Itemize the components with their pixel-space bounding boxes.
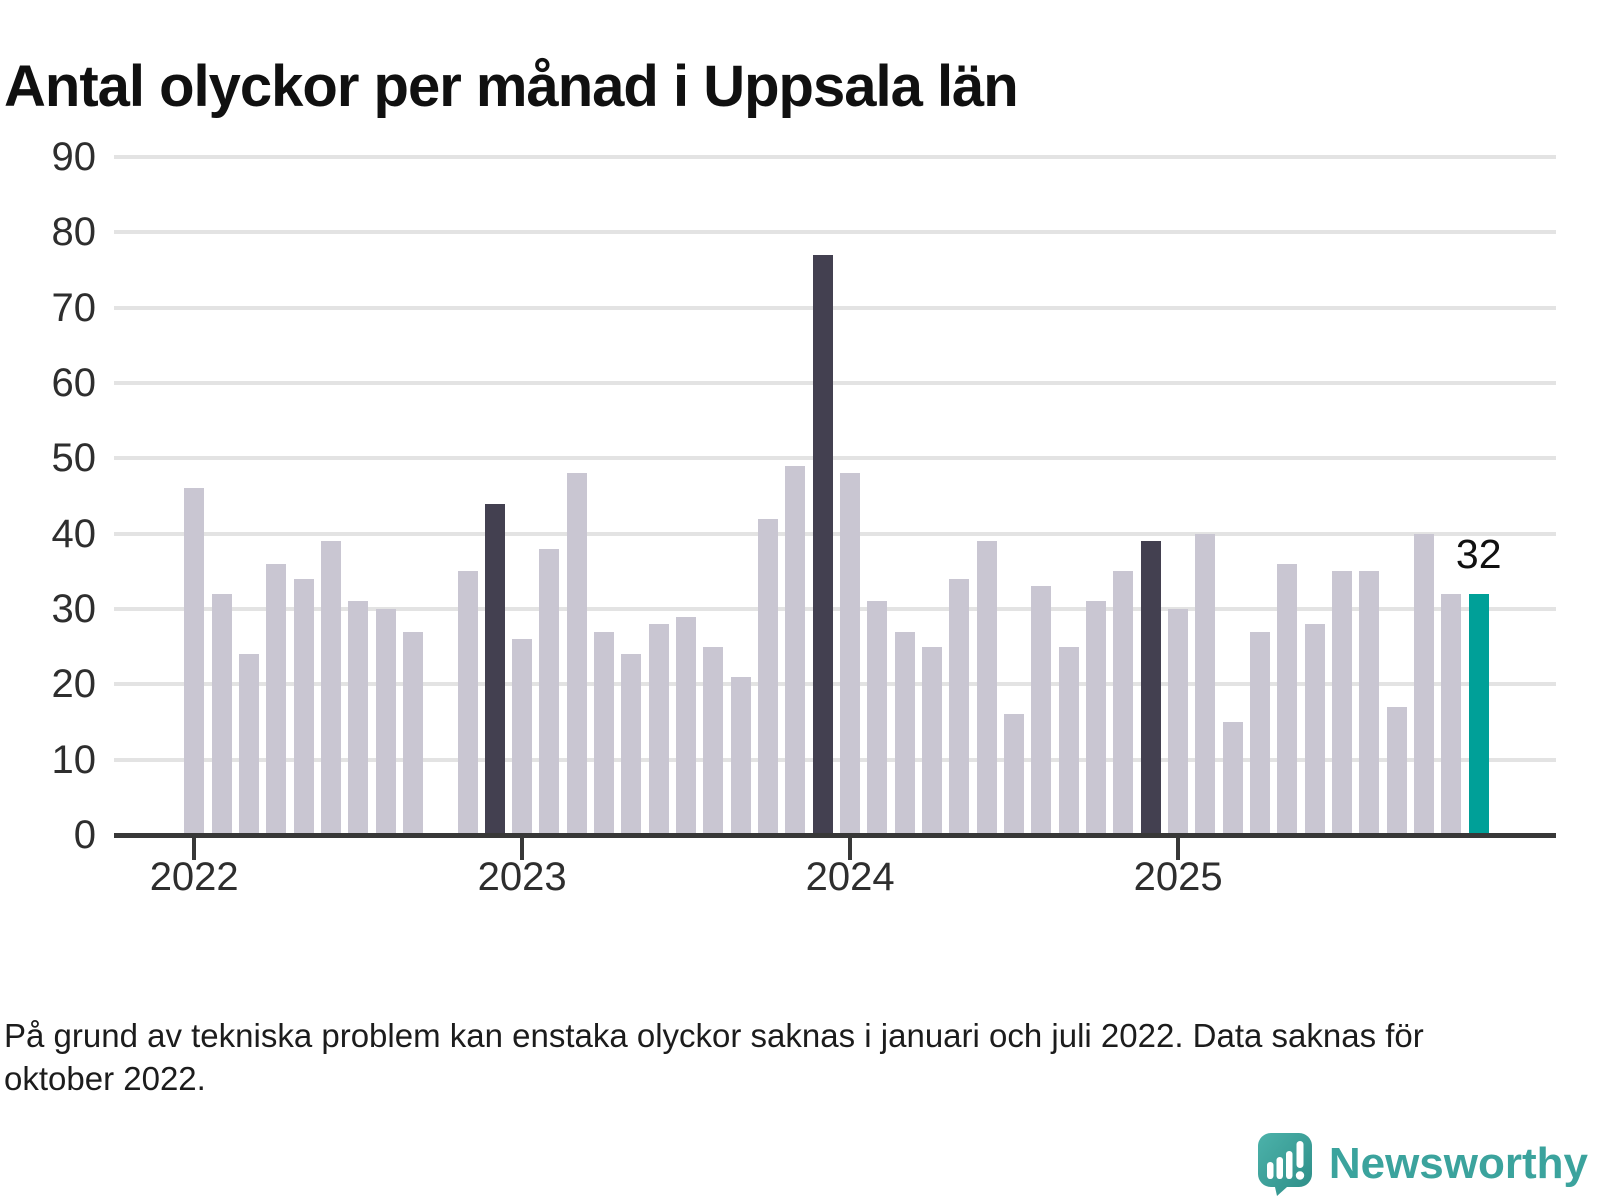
bar-2023-12: [812, 254, 833, 835]
gridline-y-70: [114, 305, 1556, 310]
bar-2025-02: [1195, 533, 1216, 835]
brand-lockup: Newsworthy: [1257, 1128, 1588, 1200]
bar-2023-02: [539, 548, 560, 835]
bar-2024-08: [1031, 586, 1052, 835]
chart-title: Antal olyckor per månad i Uppsala län: [4, 53, 1019, 119]
bar-2024-11: [1113, 571, 1134, 835]
gridline-y-40: [114, 531, 1556, 536]
bar-2025-03: [1222, 722, 1243, 835]
gridline-y-90: [114, 155, 1556, 160]
y-axis-tick-label: 90: [51, 135, 97, 180]
gridline-y-20: [114, 682, 1556, 687]
bar-2025-11: [1441, 593, 1462, 835]
bar-2024-03: [894, 631, 915, 835]
x-axis-tick-2022: [192, 838, 197, 860]
x-axis-tick-2025: [1176, 838, 1181, 860]
bar-2024-02: [867, 601, 888, 835]
current-month-value-label: 32: [1455, 530, 1502, 577]
bar-2022-05: [293, 578, 314, 835]
bar-2023-05: [621, 654, 642, 835]
bar-2024-05: [949, 578, 970, 835]
bar-2022-07: [348, 601, 369, 835]
bar-2025-12: [1468, 593, 1489, 835]
y-axis-tick-label: 70: [51, 285, 97, 330]
gridline-y-50: [114, 456, 1556, 461]
bar-2025-07: [1332, 571, 1353, 835]
y-axis-tick-label: 60: [51, 361, 97, 406]
bar-2024-12: [1140, 541, 1161, 835]
x-axis-line: [114, 833, 1556, 838]
x-axis-tick-2023: [520, 838, 525, 860]
bar-2023-08: [703, 646, 724, 835]
brand-name: Newsworthy: [1328, 1139, 1588, 1188]
x-axis-year-label: 2023: [477, 855, 567, 899]
bar-2024-01: [840, 473, 861, 835]
bar-2024-06: [976, 541, 997, 835]
bar-2023-07: [676, 616, 697, 835]
bar-2025-04: [1250, 631, 1271, 835]
bar-2022-04: [266, 563, 287, 835]
gridline-y-60: [114, 381, 1556, 386]
bar-2022-08: [375, 609, 396, 835]
bar-2023-04: [594, 631, 615, 835]
gridline-y-30: [114, 607, 1556, 611]
bar-2022-03: [238, 654, 259, 835]
bar-2022-06: [320, 541, 341, 835]
gridline-y-80: [114, 230, 1556, 235]
bar-2025-06: [1304, 624, 1325, 835]
bar-2022-12: [484, 503, 505, 835]
bar-2025-08: [1359, 571, 1380, 835]
bar-2024-10: [1086, 601, 1107, 835]
y-axis-tick-label: 80: [51, 210, 97, 255]
y-axis-tick-label: 10: [51, 737, 97, 782]
bar-2025-01: [1168, 609, 1189, 835]
bar-2023-10: [758, 518, 779, 835]
bar-2025-10: [1414, 533, 1435, 835]
y-axis-tick-label: 30: [51, 587, 97, 631]
x-axis-year-label: 2024: [805, 855, 895, 899]
x-axis-year-label: 2022: [149, 855, 239, 899]
y-axis-tick-label: 40: [51, 511, 97, 556]
x-axis-tick-2024: [848, 838, 853, 860]
bar-2023-11: [785, 465, 806, 835]
chart-footnote: På grund av tekniska problem kan enstaka…: [4, 1017, 1424, 1097]
x-axis-year-label: 2025: [1133, 855, 1223, 899]
bar-2022-09: [402, 631, 423, 835]
newsworthy-logo-icon: [1257, 1133, 1312, 1196]
y-axis-tick-label: 50: [51, 436, 97, 481]
bar-2022-02: [211, 593, 232, 835]
bar-2023-06: [648, 624, 669, 835]
bar-2023-03: [566, 473, 587, 835]
bar-2025-05: [1277, 563, 1298, 835]
bar-2024-09: [1058, 646, 1079, 835]
bar-2023-01: [512, 639, 533, 835]
bar-2022-11: [457, 571, 478, 835]
gridline-y-10: [114, 757, 1556, 762]
bar-2024-04: [922, 646, 943, 835]
bar-2025-09: [1386, 706, 1407, 835]
y-axis-tick-label: 20: [51, 662, 97, 707]
y-axis-tick-label: 0: [73, 813, 96, 857]
bar-2023-09: [730, 676, 751, 835]
bar-2022-01: [184, 488, 205, 835]
bar-2024-07: [1004, 714, 1025, 835]
